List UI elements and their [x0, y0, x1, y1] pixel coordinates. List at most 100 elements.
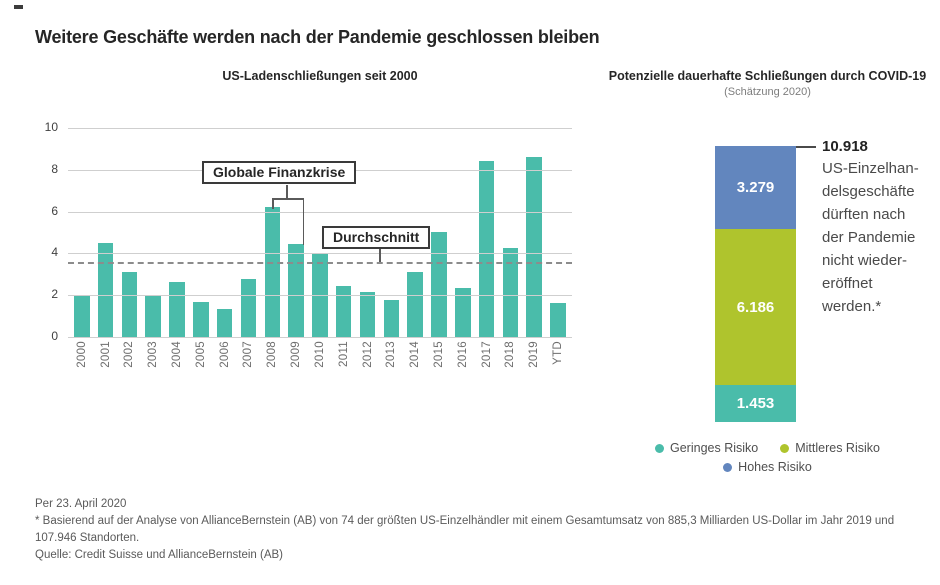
footnote-date: Per 23. April 2020 — [35, 498, 127, 510]
legend-item-geringes-risiko: Geringes Risiko — [655, 441, 758, 455]
x-tick-2018: 2018 — [503, 341, 519, 389]
bar-2000 — [74, 295, 90, 337]
x-tick-2009: 2009 — [288, 341, 304, 389]
x-tick-2019: 2019 — [526, 341, 542, 389]
legend-item-hohes-risiko: Hohes Risiko — [723, 460, 812, 474]
bar-2017 — [478, 161, 495, 337]
bar-2011 — [335, 285, 352, 337]
x-tick-label-2009: 2009 — [290, 341, 303, 368]
bar-2018 — [502, 248, 519, 337]
x-tick-YTD: YTD — [550, 341, 566, 389]
legend-label: Mittleres Risiko — [795, 441, 880, 455]
footnotes: Per 23. April 2020 * Basierend auf der A… — [35, 496, 933, 564]
bar-2006 — [216, 308, 233, 337]
x-tick-2014: 2014 — [407, 341, 423, 389]
bar-2002 — [121, 272, 138, 337]
segment-hohes-risiko: 3.279 — [715, 146, 796, 229]
bar-2007 — [240, 278, 257, 337]
annotation-global-financial-crisis: Globale Finanzkrise — [202, 161, 357, 184]
legend-item-mittleres-risiko: Mittleres Risiko — [780, 441, 880, 455]
bar-2001 — [97, 243, 114, 337]
annotation-crisis-left-leg-line — [272, 198, 274, 209]
x-tick-label-2013: 2013 — [385, 341, 398, 368]
x-tick-label-2001: 2001 — [99, 341, 112, 368]
y-tick-label-0: 0 — [51, 329, 58, 343]
corner-mark — [14, 5, 23, 9]
x-tick-2011: 2011 — [336, 341, 352, 389]
annotation-average-stem-line — [379, 248, 381, 262]
x-tick-2015: 2015 — [431, 341, 447, 389]
bar-2019 — [526, 157, 542, 337]
y-tick-label-4: 4 — [51, 245, 58, 260]
left-chart-title: US-Ladenschließungen seit 2000 — [222, 69, 418, 83]
y-tick-label-10: 10 — [44, 120, 58, 134]
legend-dot-icon — [780, 443, 790, 453]
x-tick-2008: 2008 — [265, 341, 281, 389]
annotation-average: Durchschnitt — [322, 226, 431, 249]
segment-mittleres-risiko: 6.186 — [715, 228, 796, 386]
legend-dot-icon — [655, 443, 664, 453]
gridline-10 — [68, 128, 572, 129]
x-tick-label-2019: 2019 — [528, 341, 541, 368]
x-tick-2012: 2012 — [360, 341, 376, 389]
x-tick-label-2015: 2015 — [432, 341, 445, 368]
legend-label: Hohes Risiko — [738, 460, 812, 474]
right-chart-subtitle: (Schätzung 2020) — [724, 86, 811, 98]
legend: Geringes Risiko Mittleres Risiko Hohes Ris… — [600, 441, 935, 479]
bar-2012 — [359, 292, 376, 337]
segment-value-label: 1.453 — [736, 395, 775, 413]
x-tick-label-2005: 2005 — [194, 341, 207, 368]
x-tick-label-2012: 2012 — [361, 341, 374, 368]
footnote-asterisk: * Basierend auf der Analyse von Alliance… — [35, 515, 895, 544]
x-tick-label-2003: 2003 — [147, 341, 160, 368]
x-tick-2002: 2002 — [122, 341, 138, 389]
left-chart-plot — [68, 128, 572, 338]
x-tick-2005: 2005 — [193, 341, 209, 389]
x-tick-2004: 2004 — [169, 341, 185, 389]
x-tick-label-2008: 2008 — [266, 341, 279, 368]
gridline-4 — [68, 253, 572, 255]
x-tick-2010: 2010 — [312, 341, 328, 389]
stacked-bar-description: US-Einzelhan- delsgeschäfte dürften nach… — [822, 160, 919, 315]
bar-2014 — [407, 272, 423, 337]
x-tick-label-2018: 2018 — [504, 341, 517, 368]
footnote-source: Quelle: Credit Suisse und AllianceBernst… — [35, 549, 284, 561]
x-tick-label-2016: 2016 — [456, 341, 469, 368]
x-tick-label-2007: 2007 — [242, 341, 255, 368]
stacked-bar: 3.279 6.186 1.453 — [715, 146, 796, 422]
x-tick-2017: 2017 — [479, 341, 495, 389]
x-tick-label-2000: 2000 — [75, 341, 88, 368]
bar-YTD — [550, 302, 566, 337]
x-tick-2000: 2000 — [74, 341, 90, 389]
x-tick-2013: 2013 — [384, 341, 400, 389]
x-tick-2006: 2006 — [217, 341, 233, 389]
bars-container — [68, 128, 572, 337]
bar-2016 — [455, 287, 471, 337]
x-tick-label-2006: 2006 — [218, 341, 231, 368]
bar-2005 — [193, 301, 209, 337]
x-tick-label-2010: 2010 — [313, 341, 326, 368]
x-tick-label-2004: 2004 — [171, 341, 183, 368]
x-tick-2001: 2001 — [98, 341, 114, 389]
segment-geringes-risiko: 1.453 — [715, 385, 796, 422]
bar-2004 — [169, 281, 185, 337]
total-connector-line — [796, 146, 816, 148]
annotation-crisis-bracket-line — [272, 198, 304, 200]
segment-value-label: 6.186 — [736, 298, 775, 316]
y-tick-label-6: 6 — [51, 203, 58, 218]
x-tick-2003: 2003 — [145, 341, 161, 389]
average-dashed-line — [68, 261, 572, 264]
legend-dot-icon — [723, 462, 733, 472]
bar-2008 — [264, 207, 280, 337]
segment-value-label: 3.279 — [736, 178, 775, 196]
x-tick-label-2014: 2014 — [409, 341, 422, 368]
legend-label: Geringes Risiko — [670, 441, 759, 455]
x-tick-label-YTD: YTD — [552, 341, 564, 365]
y-tick-label-8: 8 — [51, 161, 58, 176]
y-tick-label-2: 2 — [51, 287, 58, 302]
bar-2013 — [383, 300, 400, 337]
gridline-6 — [68, 211, 572, 213]
bar-2009 — [288, 244, 304, 337]
right-chart-title: Potenzielle dauerhafte Schließungen durc… — [608, 69, 927, 83]
total-label: 10.918 — [822, 138, 868, 155]
